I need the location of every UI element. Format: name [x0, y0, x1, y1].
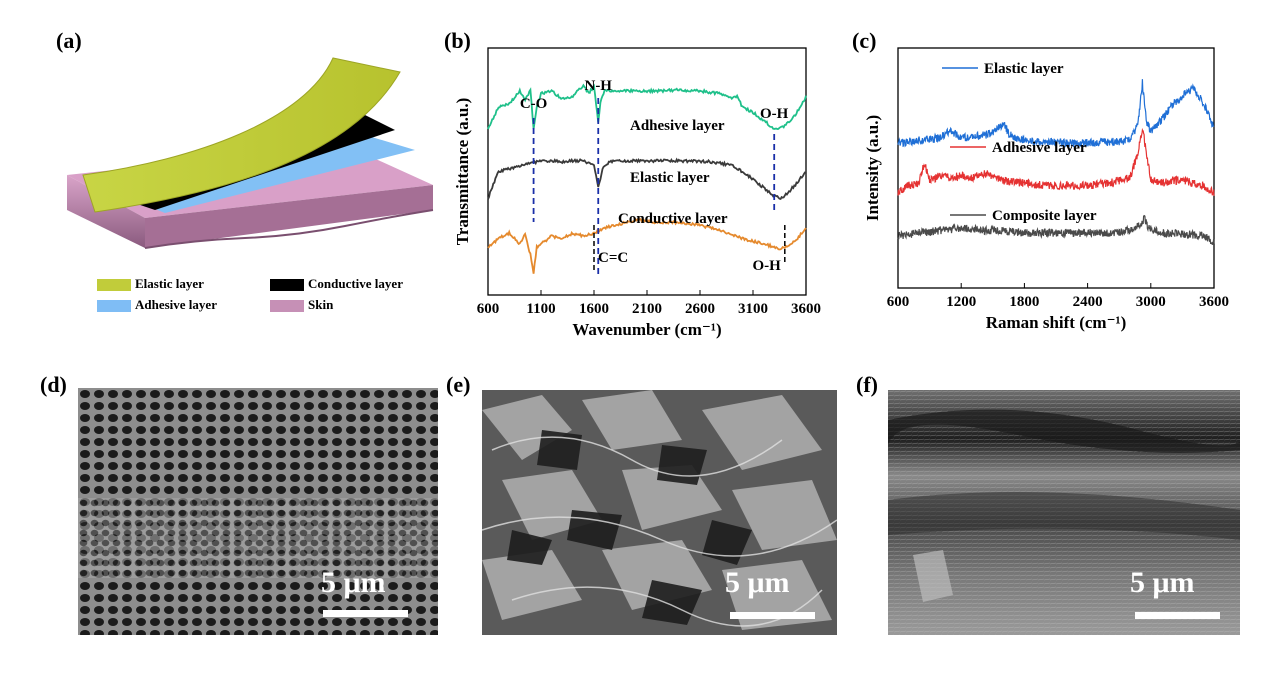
series-line	[897, 79, 1215, 149]
x-tick-label: 3600	[1199, 294, 1229, 310]
sem-image-f: 5 μm	[888, 390, 1240, 635]
x-axis-label: Raman shift (cm⁻¹)	[986, 313, 1127, 332]
scalebar-label-d: 5 μm	[321, 566, 386, 599]
raman-chart: 600 1200 1800 2400 3000 3600 Raman shift (cm⁻¹…	[863, 47, 1229, 332]
x-tick-label: 1800	[1009, 294, 1039, 310]
series-label: Elastic layer	[984, 61, 1064, 77]
ftir-chart: 600 1100 1600 2100 2600 3100 3600 Wavenumber (c…	[453, 47, 821, 339]
sem-image-e: 5 μm	[482, 390, 837, 635]
sem-image-d: 5 μm	[78, 388, 438, 635]
layer-schematic	[67, 57, 434, 249]
elastic-layer	[82, 57, 401, 213]
series-line	[897, 127, 1215, 196]
scalebar-label-e: 5 μm	[725, 566, 790, 599]
legend-label-skin: Skin	[308, 297, 334, 312]
legend-label-adhesive: Adhesive layer	[135, 297, 217, 312]
series-line	[897, 214, 1215, 246]
annotation-label: O-H	[752, 258, 781, 274]
y-axis-label: Intensity (a.u.)	[863, 115, 882, 221]
sem-texture-f	[888, 390, 1240, 635]
series-line	[487, 157, 807, 201]
series-label: Adhesive layer	[630, 118, 725, 134]
scalebar-e	[730, 612, 815, 619]
panel-label-a: (a)	[56, 28, 82, 53]
x-axis-label: Wavenumber (cm⁻¹)	[572, 320, 721, 339]
x-tick-label: 1200	[946, 294, 976, 310]
series-line	[487, 83, 807, 131]
plot-frame	[897, 47, 1215, 289]
annotation-label: O-H	[760, 106, 789, 122]
x-tick-label: 3100	[738, 301, 768, 317]
x-tick-label: 2400	[1073, 294, 1103, 310]
scalebar-f	[1135, 612, 1220, 619]
annotation-label: C-O	[520, 96, 548, 112]
x-tick-label: 600	[887, 294, 910, 310]
legend-label-elastic: Elastic layer	[135, 276, 204, 291]
series-label: Conductive layer	[618, 211, 728, 227]
legend-swatch-skin	[270, 300, 304, 312]
panel-label-b: (b)	[444, 28, 471, 53]
sem-texture-e	[482, 390, 837, 635]
panel-label-c: (c)	[852, 28, 877, 53]
x-tick-label: 600	[477, 301, 500, 317]
series-label: Composite layer	[992, 208, 1097, 224]
x-tick-label: 3600	[791, 301, 821, 317]
sem-texture-d	[78, 388, 438, 635]
series-label: Elastic layer	[630, 170, 710, 186]
annotation-label: C=C	[598, 250, 628, 266]
x-tick-label: 2600	[685, 301, 715, 317]
scalebar-label-f: 5 μm	[1130, 566, 1195, 599]
x-tick-label: 3000	[1136, 294, 1166, 310]
x-tick-label: 1600	[579, 301, 609, 317]
legend-swatch-conductive	[270, 279, 304, 291]
legend-swatch-elastic	[97, 279, 131, 291]
legend-label-conductive: Conductive layer	[308, 276, 403, 291]
x-tick-label: 1100	[526, 301, 555, 317]
panel-label-d: (d)	[40, 372, 67, 397]
panel-label-f: (f)	[856, 372, 878, 397]
scalebar-d	[323, 610, 408, 617]
legend-swatch-adhesive	[97, 300, 131, 312]
panel-label-e: (e)	[446, 372, 471, 397]
schematic-legend: Elastic layer Conductive layer Adhesive …	[97, 276, 417, 316]
series-line	[487, 217, 807, 274]
y-axis-label: Transmittance (a.u.)	[453, 98, 472, 245]
annotation-label: N-H	[584, 78, 612, 94]
x-tick-label: 2100	[632, 301, 662, 317]
series-label: Adhesive layer	[992, 140, 1087, 156]
